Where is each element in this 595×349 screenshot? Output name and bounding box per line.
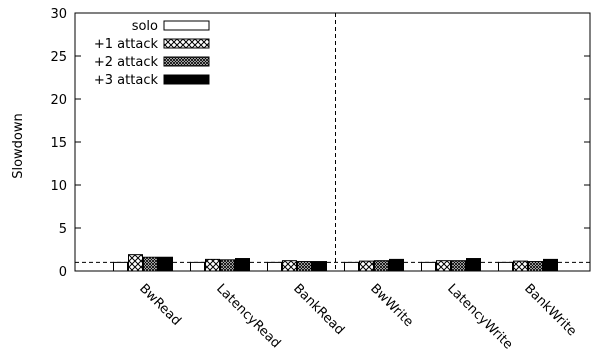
bar <box>312 261 327 272</box>
bar <box>190 261 205 272</box>
y-tick-label: 5 <box>59 222 67 237</box>
bar <box>543 258 558 272</box>
legend-swatch <box>163 74 210 85</box>
legend-swatch <box>163 20 210 31</box>
x-tick-label: BwWrite <box>367 281 416 330</box>
bar <box>297 261 312 272</box>
bar <box>344 261 359 272</box>
bar <box>451 260 466 272</box>
bar <box>466 258 481 272</box>
bar <box>389 258 404 272</box>
x-tick-label: BankRead <box>290 281 347 338</box>
y-tick-label: 30 <box>50 7 67 22</box>
bar <box>436 260 451 272</box>
bar <box>282 260 297 272</box>
y-axis-label: Slowdown <box>11 113 26 179</box>
legend-label: +1 attack <box>94 37 159 52</box>
bar <box>158 256 173 272</box>
bar <box>374 260 389 272</box>
bar <box>498 261 513 272</box>
y-tick-label: 0 <box>59 265 67 280</box>
legend: solo +1 attack +2 attack +3 attack <box>94 19 210 88</box>
legend-label: +3 attack <box>94 73 159 88</box>
bar <box>528 261 543 272</box>
x-tick-label: LatencyRead <box>213 281 283 349</box>
y-tick-label: 15 <box>50 136 67 151</box>
legend-swatch <box>163 56 210 67</box>
bar <box>128 254 143 272</box>
bar <box>267 261 282 272</box>
bar <box>205 258 220 272</box>
y-tick-label: 25 <box>50 50 67 65</box>
x-tick-label: BwRead <box>136 281 184 329</box>
bar <box>235 258 250 272</box>
y-tick-label: 20 <box>50 93 67 108</box>
y-tick-label: 10 <box>50 179 67 194</box>
legend-label: solo <box>132 19 158 34</box>
bar <box>421 261 436 272</box>
x-tick-label: BankWrite <box>521 281 579 339</box>
x-tick-label: LatencyWrite <box>444 281 515 349</box>
legend-label: +2 attack <box>94 55 159 70</box>
bar <box>143 256 158 272</box>
bar <box>113 261 128 272</box>
bar <box>513 260 528 272</box>
legend-swatch <box>163 38 210 49</box>
bar <box>359 260 374 272</box>
bar <box>220 259 235 272</box>
